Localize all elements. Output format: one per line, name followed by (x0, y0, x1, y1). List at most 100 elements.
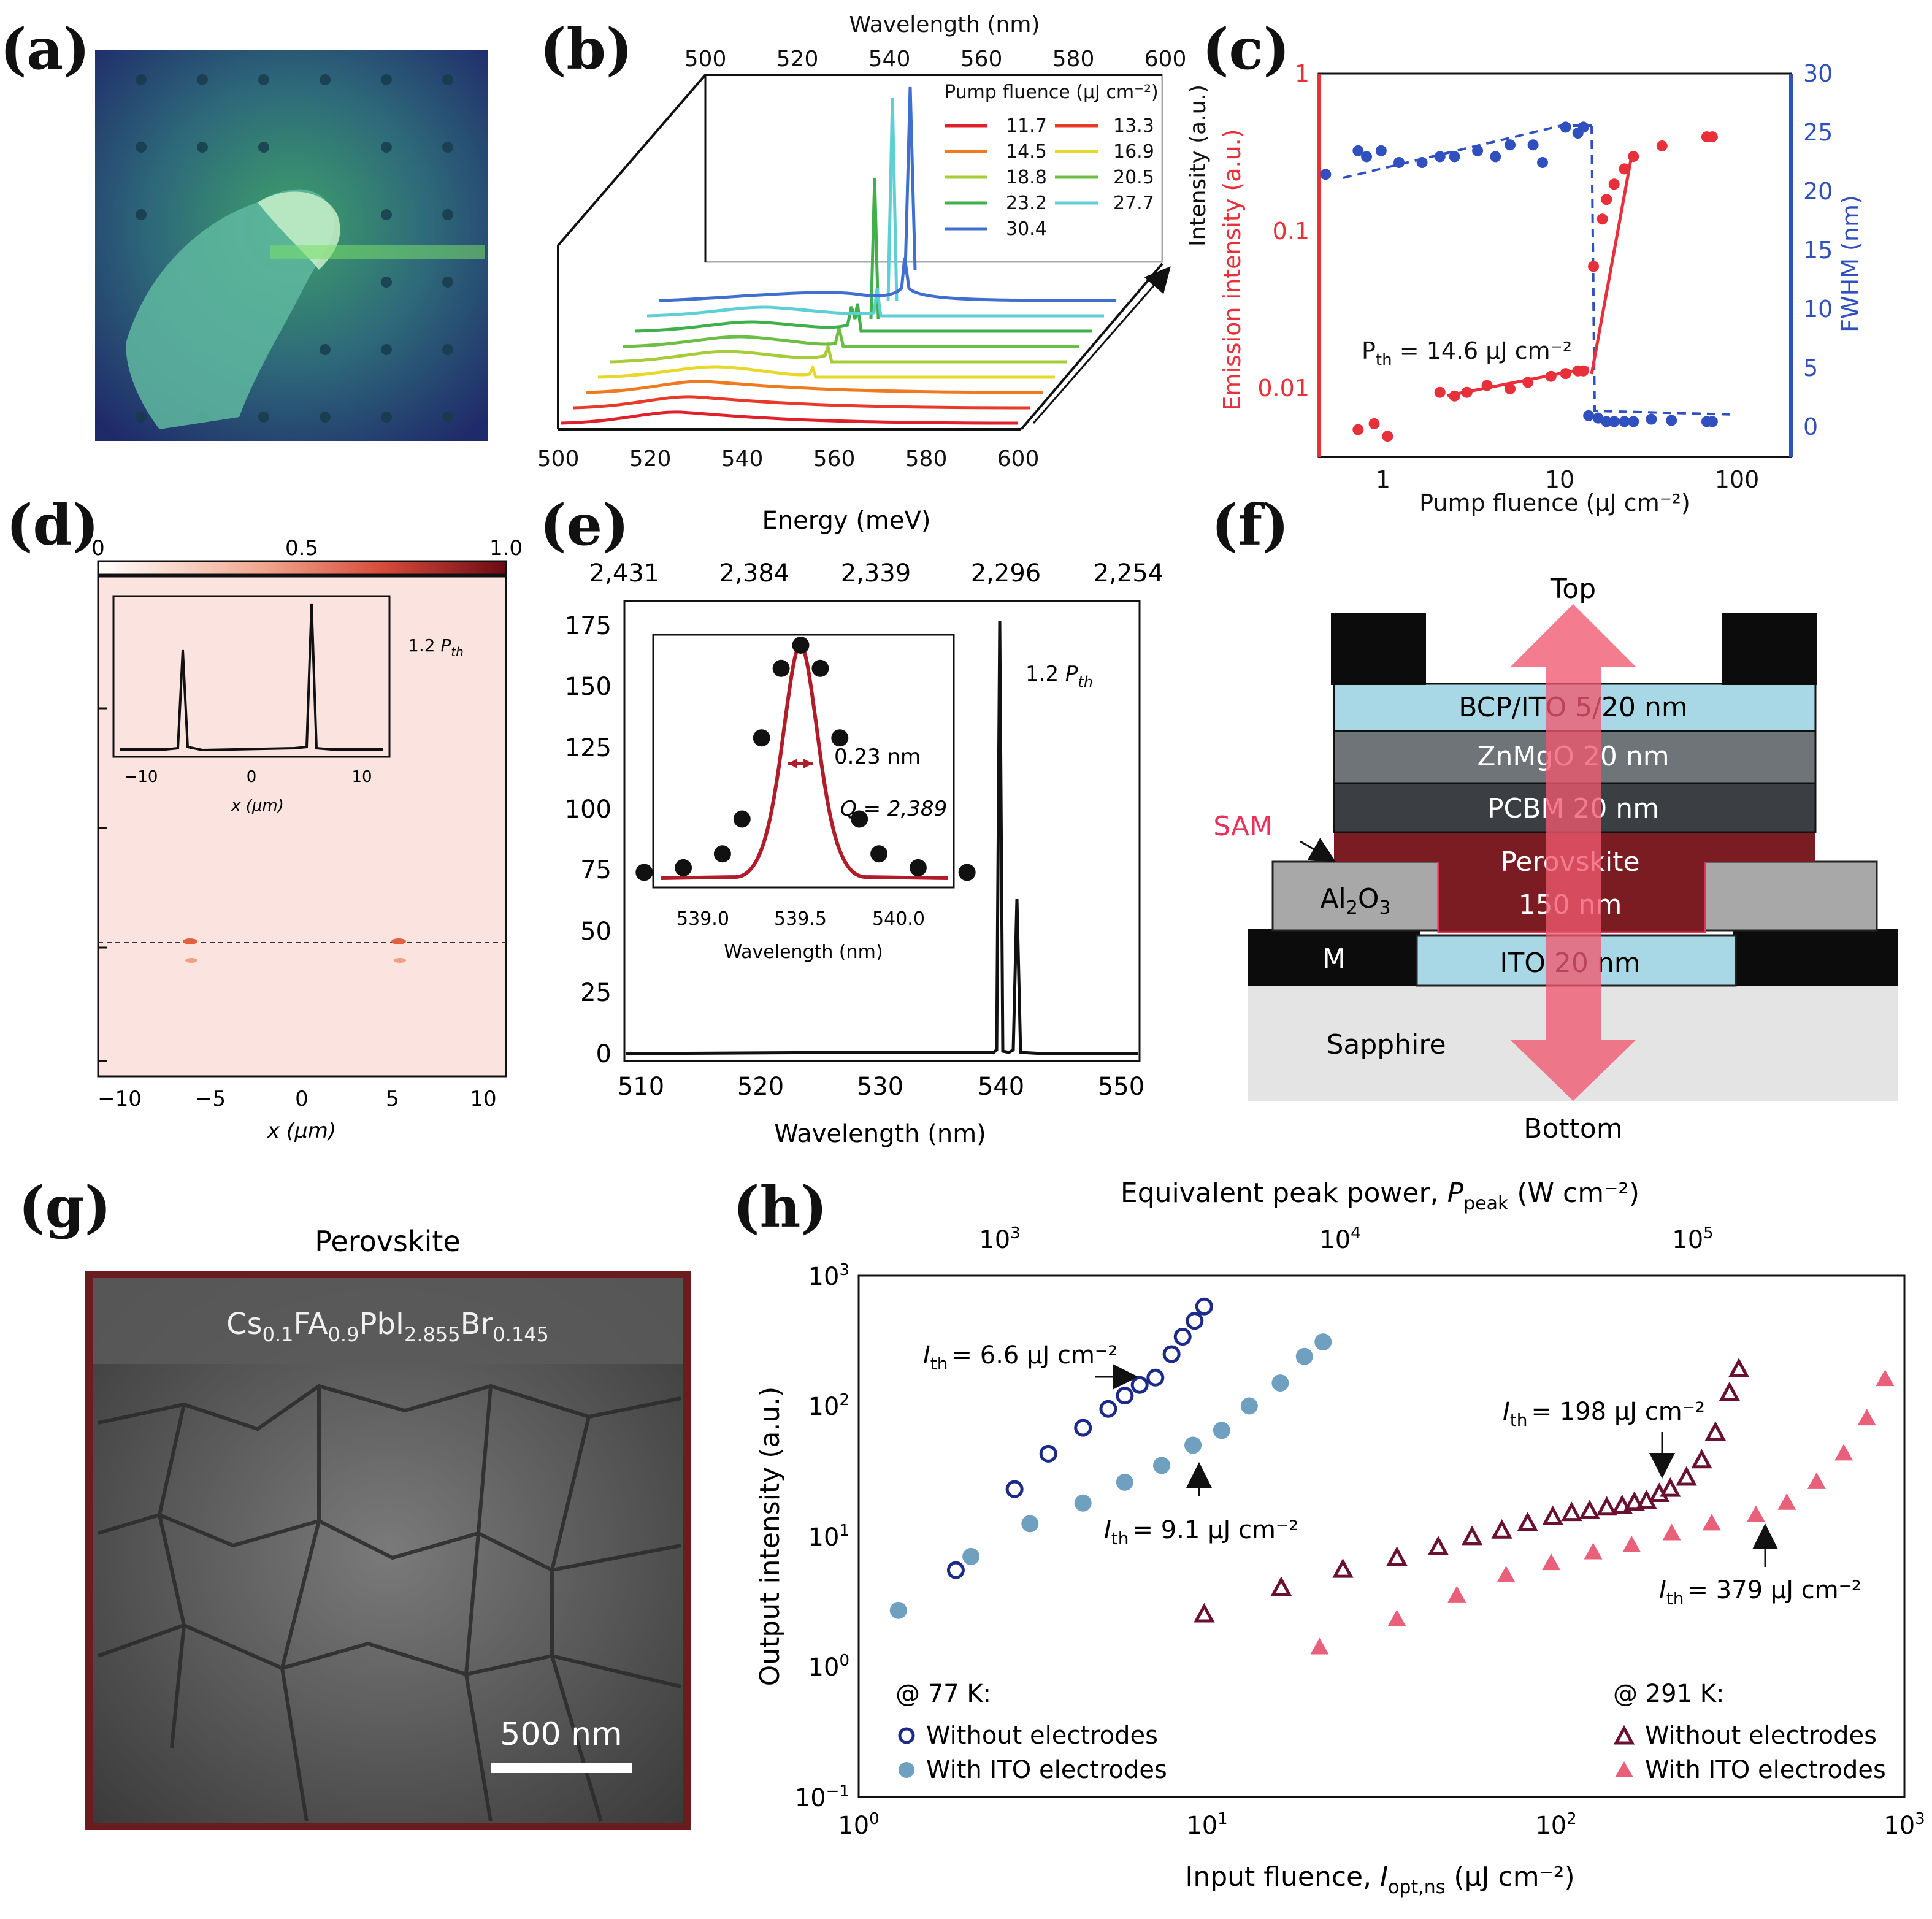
e-inset-q: Q = 2,389 (840, 797, 947, 821)
h-point-291k-without (1332, 1558, 1354, 1578)
f-al2o3-label: Al2O3 (1320, 883, 1390, 919)
h-point-291k-without (1691, 1449, 1712, 1469)
h-point-77k-without (1173, 1328, 1192, 1346)
f-m-label: M (1322, 943, 1346, 975)
panel-f-device: Sapphire M ITO 20 nm Al2O3 Perovskite 15… (1213, 573, 1898, 1144)
d-inset-profile (120, 603, 383, 752)
h-legend-291-with: With ITO electrodes (1645, 1756, 1886, 1784)
c-intensity-point (1461, 386, 1473, 398)
e-x-tick: 540 (978, 1073, 1024, 1101)
h-point-77k-without (1099, 1400, 1117, 1418)
d-x-tick: 5 (386, 1087, 399, 1111)
h-point-291k-with (1662, 1523, 1681, 1541)
f-sapphire-label: Sapphire (1326, 1029, 1446, 1060)
c-fwhm-point (1583, 410, 1595, 421)
panel-label-d: (d) (6, 492, 99, 558)
c-intensity-point (1619, 163, 1630, 175)
h-point-291k-without (1579, 1500, 1600, 1520)
panel-d: 0 0.5 1.0 −10 0 10 x (μm) 1.2 Pth −10 −5… (91, 536, 523, 1143)
panel-label-b: (b) (540, 16, 632, 82)
h-point-77k-with (1021, 1515, 1039, 1533)
c-x-axis-title: Pump fluence (μJ cm⁻²) (1419, 489, 1690, 516)
e-inset-tick: 539.5 (774, 908, 827, 930)
d-colorbar-tick: 0.5 (285, 536, 318, 561)
h-annotation-a3: Ith = 198 μJ cm⁻² (1503, 1398, 1705, 1430)
d-inset-tick: −10 (125, 768, 158, 786)
e-inset-point (675, 859, 692, 876)
h-point-77k-with (962, 1547, 980, 1565)
b-spectrum-30.4-peak (903, 86, 917, 270)
f-top-label: Top (1550, 573, 1596, 605)
e-y-tick: 100 (565, 795, 611, 824)
h-point-291k-without (1596, 1496, 1617, 1516)
svg-text:11.7: 11.7 (1006, 115, 1047, 137)
b-top-tick: 580 (1052, 47, 1095, 72)
b-top-tick: 540 (868, 47, 911, 72)
e-spectrum (625, 620, 1138, 1055)
g-title: Perovskite (315, 1225, 460, 1258)
e-x-tick: 530 (857, 1073, 903, 1101)
h-top-tick: 103 (979, 1224, 1020, 1254)
b-legend-item: 30.4 (945, 218, 1047, 240)
b-top-tick: 600 (1144, 47, 1187, 72)
c-right-tick: 15 (1803, 237, 1833, 264)
svg-text:13.3: 13.3 (1113, 115, 1154, 137)
c-fwhm-point (1560, 121, 1571, 133)
c-intensity-point (1628, 151, 1639, 163)
b-spectrum-23.2 (634, 303, 1092, 333)
d-inset-x-title: x (μm) (231, 797, 284, 815)
c-intensity-point (1588, 261, 1600, 272)
b-bottom-tick: 540 (721, 446, 764, 472)
h-point-77k-without (1162, 1345, 1181, 1363)
e-y-tick: 0 (596, 1040, 611, 1068)
panel-a-photo (95, 50, 488, 441)
h-point-291k-with (1857, 1409, 1876, 1426)
d-colorbar (97, 560, 507, 576)
e-top-tick: 2,296 (971, 559, 1041, 588)
h-legend-marker-open-triangle (1613, 1725, 1635, 1745)
panel-e: Energy (meV) 2,431 2,384 2,339 2,296 2,2… (565, 507, 1164, 1148)
b-bottom-tick: 500 (537, 446, 580, 472)
h-point-291k-with (1622, 1535, 1641, 1552)
h-point-291k-without (1427, 1536, 1449, 1555)
e-inset-fwhm: 0.23 nm (834, 745, 921, 769)
e-inset-point (811, 659, 829, 677)
h-point-291k-without (1386, 1546, 1408, 1566)
panel-b-waterfall: Wavelength (nm) 500 520 540 560 580 600 … (537, 12, 1211, 472)
b-z-label: Intensity (a.u.) (1186, 85, 1211, 247)
c-threshold-annotation: Pth = 14.6 μJ cm⁻² (1362, 337, 1572, 369)
h-point-291k-with (1387, 1609, 1406, 1626)
panel-label-f: (f) (1211, 492, 1289, 558)
h-legend-marker-filled-triangle (1615, 1761, 1633, 1777)
h-x-axis-title: Input fluence, Iopt,ns (μJ cm⁻²) (1185, 1861, 1574, 1898)
h-top-tick: 104 (1319, 1224, 1360, 1254)
e-y-tick: 50 (580, 917, 611, 946)
c-fwhm-point (1416, 157, 1428, 168)
c-intensity-point (1505, 383, 1516, 394)
e-y-tick: 25 (580, 979, 611, 1007)
h-annotation-a1: Ith = 6.6 μJ cm⁻² (923, 1341, 1117, 1374)
h-legend-77-without: Without electrodes (926, 1722, 1158, 1750)
b-bottom-tick: 560 (813, 446, 856, 472)
b-spectrum-30.4 (659, 257, 1117, 302)
h-point-291k-without (1623, 1491, 1645, 1511)
h-point-77k-with (1295, 1347, 1313, 1365)
h-point-291k-with (1746, 1505, 1765, 1522)
e-inset-point (753, 729, 770, 747)
c-fwhm-point (1608, 416, 1620, 427)
c-fwhm-point (1505, 139, 1516, 151)
b-top-tick: 560 (960, 47, 1003, 72)
h-point-77k-with (889, 1601, 907, 1619)
c-fwhm-point (1577, 121, 1589, 133)
g-scalebar-label: 500 nm (500, 1716, 622, 1753)
e-inset-point (733, 810, 751, 828)
h-legend-77-title: @ 77 K: (895, 1680, 991, 1708)
c-right-axis-title: FWHM (nm) (1837, 195, 1864, 332)
h-point-291k-without (1728, 1358, 1750, 1377)
h-y-tick: 102 (808, 1391, 849, 1421)
e-inset-point (851, 810, 868, 828)
b-spectrum-27.7 (646, 288, 1104, 318)
e-inset-point (792, 637, 810, 654)
h-legend-77-with: With ITO electrodes (926, 1756, 1167, 1784)
d-label: 1.2 Pth (408, 635, 464, 659)
